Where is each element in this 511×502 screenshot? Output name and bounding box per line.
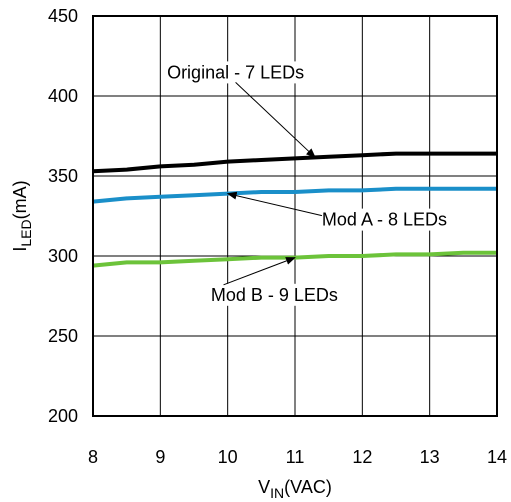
annotation-label-2: Mod A - 8 LEDs [322, 210, 447, 230]
annotation-arrow-3 [223, 257, 296, 286]
y-tick-label: 400 [48, 86, 78, 106]
annotation-label-bg [208, 283, 340, 306]
series-line-2 [92, 186, 497, 204]
y-tick-label: 450 [48, 6, 78, 26]
y-axis-title-main: I [10, 247, 30, 252]
annotation-label-1: Original - 7 LEDs [167, 62, 304, 82]
annotations: Original - 7 LEDs Mod A - 8 LEDs Mod B - 9… [165, 61, 449, 306]
x-axis-title-main: V [258, 477, 270, 497]
x-axis-title: VIN(VAC) [258, 477, 332, 501]
y-tick-label: 300 [48, 246, 78, 266]
annotation-label-3: Mod B - 9 LEDs [211, 285, 338, 305]
annotation-label-bg [319, 208, 449, 231]
x-tick-label: 11 [286, 447, 305, 467]
series-line-1 [92, 151, 497, 174]
y-axis-title: ILED(mA) [10, 180, 34, 251]
x-tick-label: 12 [352, 447, 372, 467]
x-tick-label: 10 [218, 447, 238, 467]
y-axis-title-unit: (mA) [10, 180, 30, 219]
y-tick-label: 350 [48, 166, 78, 186]
x-axis-title-unit: (VAC) [284, 477, 332, 497]
x-tick-labels: 8 9 10 11 12 13 14 [88, 447, 507, 467]
annotation-arrow-1 [235, 82, 316, 159]
plot-frame [92, 15, 498, 417]
y-axis-title-sub: LED [18, 219, 34, 246]
x-tick-label: 14 [487, 447, 507, 467]
x-axis-title-sub: IN [270, 485, 284, 501]
x-tick-label: 13 [420, 447, 440, 467]
annotation-arrow-2 [226, 191, 323, 217]
y-tick-label: 250 [48, 326, 78, 346]
y-tick-label: 200 [48, 406, 78, 426]
x-tick-label: 9 [155, 447, 165, 467]
annotation-label-bg [165, 61, 307, 84]
y-tick-labels: 200 250 300 350 400 450 [48, 6, 78, 426]
x-tick-label: 8 [88, 447, 98, 467]
